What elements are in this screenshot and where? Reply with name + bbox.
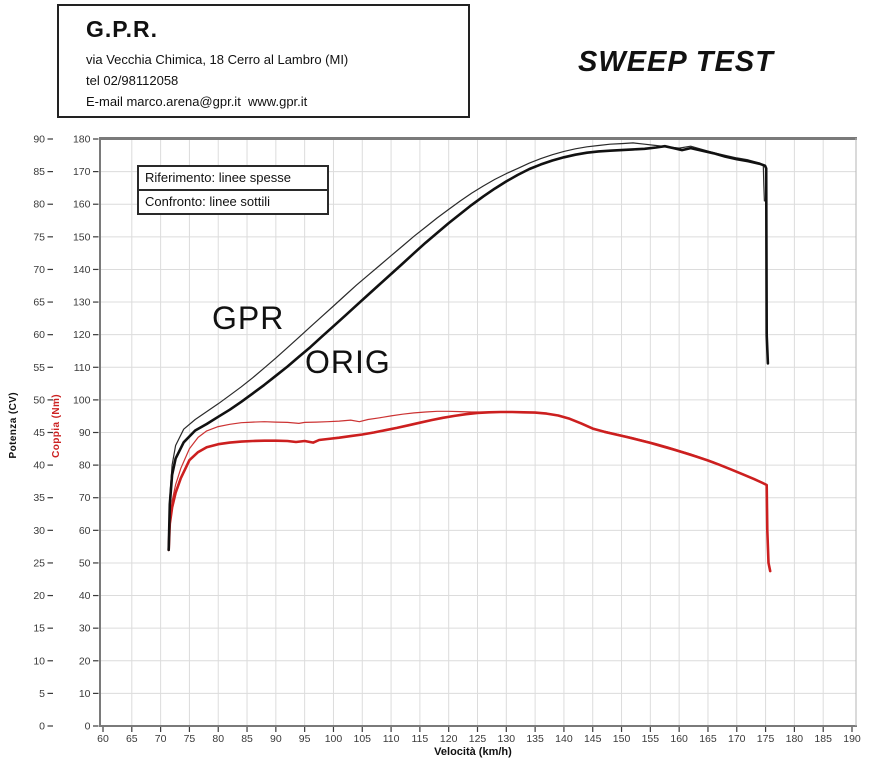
x-tick-label: 85 [241, 733, 253, 745]
curve-power_orig [167, 144, 770, 552]
company-header-box: G.P.R. via Vecchia Chimica, 18 Cerro al … [57, 4, 470, 118]
x-tick-label: 170 [728, 733, 746, 745]
x-tick-label: 115 [412, 733, 429, 745]
torque-tick-label: 80 [79, 460, 91, 472]
power-tick-label: 50 [33, 394, 45, 406]
torque-tick-label: 170 [73, 166, 91, 178]
torque-tick-label: 10 [79, 688, 91, 700]
x-tick-label: 125 [469, 733, 487, 745]
power-axis-title: Potenza (CV) [8, 392, 19, 459]
orig-curve-label: ORIG [305, 344, 391, 380]
x-tick-label: 130 [498, 733, 516, 745]
power-tick-label: 20 [33, 590, 45, 602]
chart-legend: Riferimento: linee spesse Confronto: lin… [137, 165, 329, 215]
torque-tick-label: 150 [73, 231, 91, 243]
x-tick-label: 185 [814, 733, 832, 745]
x-tick-label: 155 [642, 733, 660, 745]
power-tick-label: 80 [33, 199, 45, 211]
power-tick-label: 85 [33, 166, 45, 178]
x-tick-label: 180 [786, 733, 804, 745]
curve-power_gpr [168, 142, 766, 548]
torque-axis-title: Coppia (Nm) [51, 394, 62, 458]
power-tick-label: 75 [33, 231, 45, 243]
curve-torque_gpr [168, 410, 766, 549]
x-tick-label: 175 [757, 733, 775, 745]
power-tick-label: 45 [33, 427, 45, 439]
x-tick-label: 100 [325, 733, 343, 745]
x-tick-label: 75 [184, 733, 196, 745]
power-tick-label: 55 [33, 362, 45, 374]
torque-tick-label: 120 [73, 329, 91, 341]
torque-tick-label: 70 [79, 492, 91, 504]
power-tick-label: 0 [39, 721, 45, 733]
torque-tick-label: 20 [79, 655, 91, 667]
x-tick-label: 160 [670, 733, 688, 745]
legend-reference-row: Riferimento: linee spesse [145, 170, 291, 185]
torque-tick-label: 0 [85, 721, 91, 733]
x-tick-label: 135 [526, 733, 544, 745]
power-tick-label: 5 [39, 688, 45, 700]
torque-tick-label: 40 [79, 590, 91, 602]
legend-comparison-row: Confronto: linee sottili [139, 189, 327, 213]
torque-tick-label: 100 [73, 394, 91, 406]
x-tick-label: 95 [299, 733, 311, 745]
torque-tick-label: 90 [79, 427, 91, 439]
power-tick-label: 90 [33, 134, 45, 146]
torque-tick-label: 110 [74, 362, 91, 374]
torque-tick-label: 50 [79, 557, 91, 569]
x-tick-label: 90 [270, 733, 282, 745]
torque-tick-label: 180 [73, 134, 91, 146]
x-tick-label: 105 [354, 733, 372, 745]
curve-torque_orig [167, 410, 772, 573]
power-tick-label: 35 [33, 492, 45, 504]
power-tick-label: 70 [33, 264, 45, 276]
x-tick-label: 70 [155, 733, 167, 745]
company-address: via Vecchia Chimica, 18 Cerro al Lambro … [86, 52, 349, 67]
x-tick-label: 165 [699, 733, 717, 745]
x-tick-label: 110 [383, 733, 400, 745]
x-tick-label: 145 [584, 733, 602, 745]
torque-tick-label: 30 [79, 623, 91, 635]
power-tick-label: 60 [33, 329, 45, 341]
x-tick-label: 190 [843, 733, 861, 745]
power-tick-label: 15 [33, 623, 45, 635]
x-tick-label: 65 [126, 733, 138, 745]
torque-tick-label: 160 [73, 199, 91, 211]
torque-tick-label: 130 [73, 297, 91, 309]
company-name: G.P.R. [86, 16, 159, 42]
power-tick-label: 10 [33, 655, 45, 667]
x-axis-title: Velocità (km/h) [434, 746, 512, 758]
torque-tick-label: 60 [79, 525, 91, 537]
torque-tick-label: 140 [73, 264, 91, 276]
power-tick-label: 65 [33, 297, 45, 309]
power-tick-label: 25 [33, 557, 45, 569]
page-title: SWEEP TEST [578, 46, 774, 78]
x-tick-label: 150 [613, 733, 631, 745]
x-tick-label: 80 [212, 733, 224, 745]
gpr-curve-label: GPR [212, 300, 285, 336]
x-tick-label: 140 [555, 733, 573, 745]
power-tick-label: 40 [33, 460, 45, 472]
company-email-web: E-mail marco.arena@gpr.it www.gpr.it [86, 94, 308, 109]
x-tick-label: 120 [440, 733, 458, 745]
power-tick-label: 30 [33, 525, 45, 537]
x-tick-label: 60 [97, 733, 109, 745]
company-phone: tel 02/98112058 [86, 73, 179, 88]
